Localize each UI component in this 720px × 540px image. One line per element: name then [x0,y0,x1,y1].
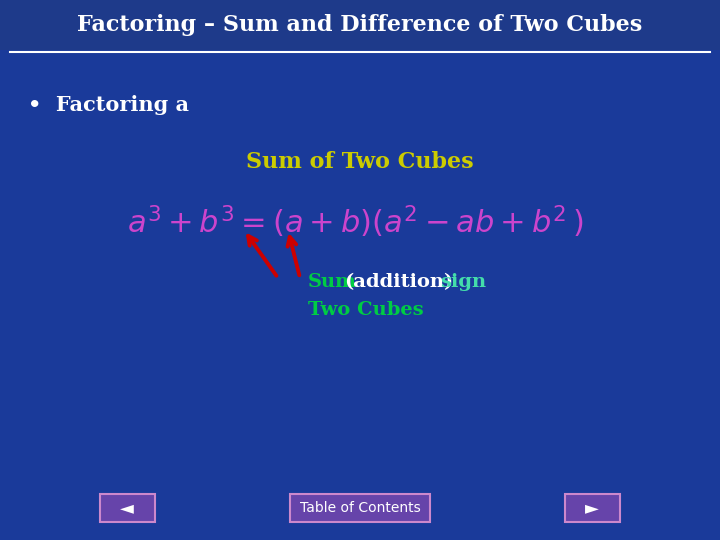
Text: Factoring – Sum and Difference of Two Cubes: Factoring – Sum and Difference of Two Cu… [77,14,643,36]
Text: ►: ► [585,499,599,517]
Bar [290,494,430,522]
Text: Sum of Two Cubes: Sum of Two Cubes [246,151,474,173]
Text: Table of Contents: Table of Contents [300,501,420,515]
Bar [565,494,620,522]
Text: •  Factoring a: • Factoring a [28,95,189,115]
Text: Two Cubes: Two Cubes [308,301,423,319]
Text: $a^3 + b^3 = (a + b)(a^2 - ab + b^2\,)$: $a^3 + b^3 = (a + b)(a^2 - ab + b^2\,)$ [127,204,583,240]
Text: Sum: Sum [308,273,357,291]
Text: sign: sign [440,273,486,291]
Text: (addition): (addition) [344,273,453,291]
Text: ◄: ◄ [120,499,134,517]
Bar [0,0,720,50]
Bar [100,494,155,522]
